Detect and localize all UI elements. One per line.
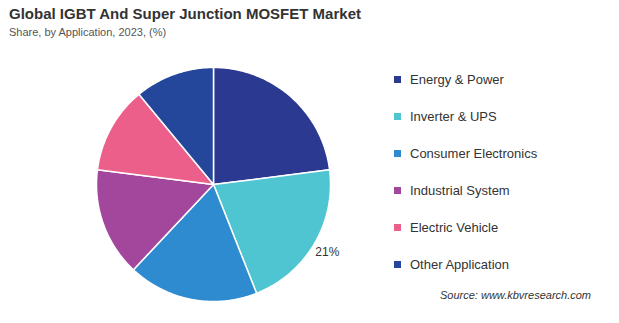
svg-text:21%: 21% [315, 245, 339, 259]
html-text:Energy & Power: Energy & Power [410, 72, 504, 87]
html-text:Source: www.kbvresearch.com: Source: www.kbvresearch.com [440, 289, 591, 301]
html-text:Share, by Application, 2023, (: Share, by Application, 2023, (%) [9, 26, 167, 38]
html-text:Other Application: Other Application [410, 257, 509, 272]
html-text:Global IGBT And Super Junction: Global IGBT And Super Junction MOSFET Ma… [9, 5, 361, 22]
html-text:Electric Vehicle: Electric Vehicle [410, 220, 499, 235]
html-text:Inverter & UPS: Inverter & UPS [410, 109, 497, 124]
html-text:Industrial System: Industrial System [410, 183, 510, 198]
html-text:Consumer Electronics: Consumer Electronics [410, 146, 538, 161]
